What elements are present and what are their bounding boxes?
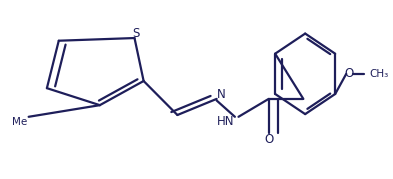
Text: HN: HN — [217, 115, 235, 128]
Text: O: O — [264, 133, 273, 146]
Text: Me: Me — [12, 117, 27, 127]
Text: O: O — [345, 67, 354, 80]
Text: S: S — [132, 27, 140, 40]
Text: CH₃: CH₃ — [369, 69, 388, 79]
Text: N: N — [217, 88, 225, 101]
